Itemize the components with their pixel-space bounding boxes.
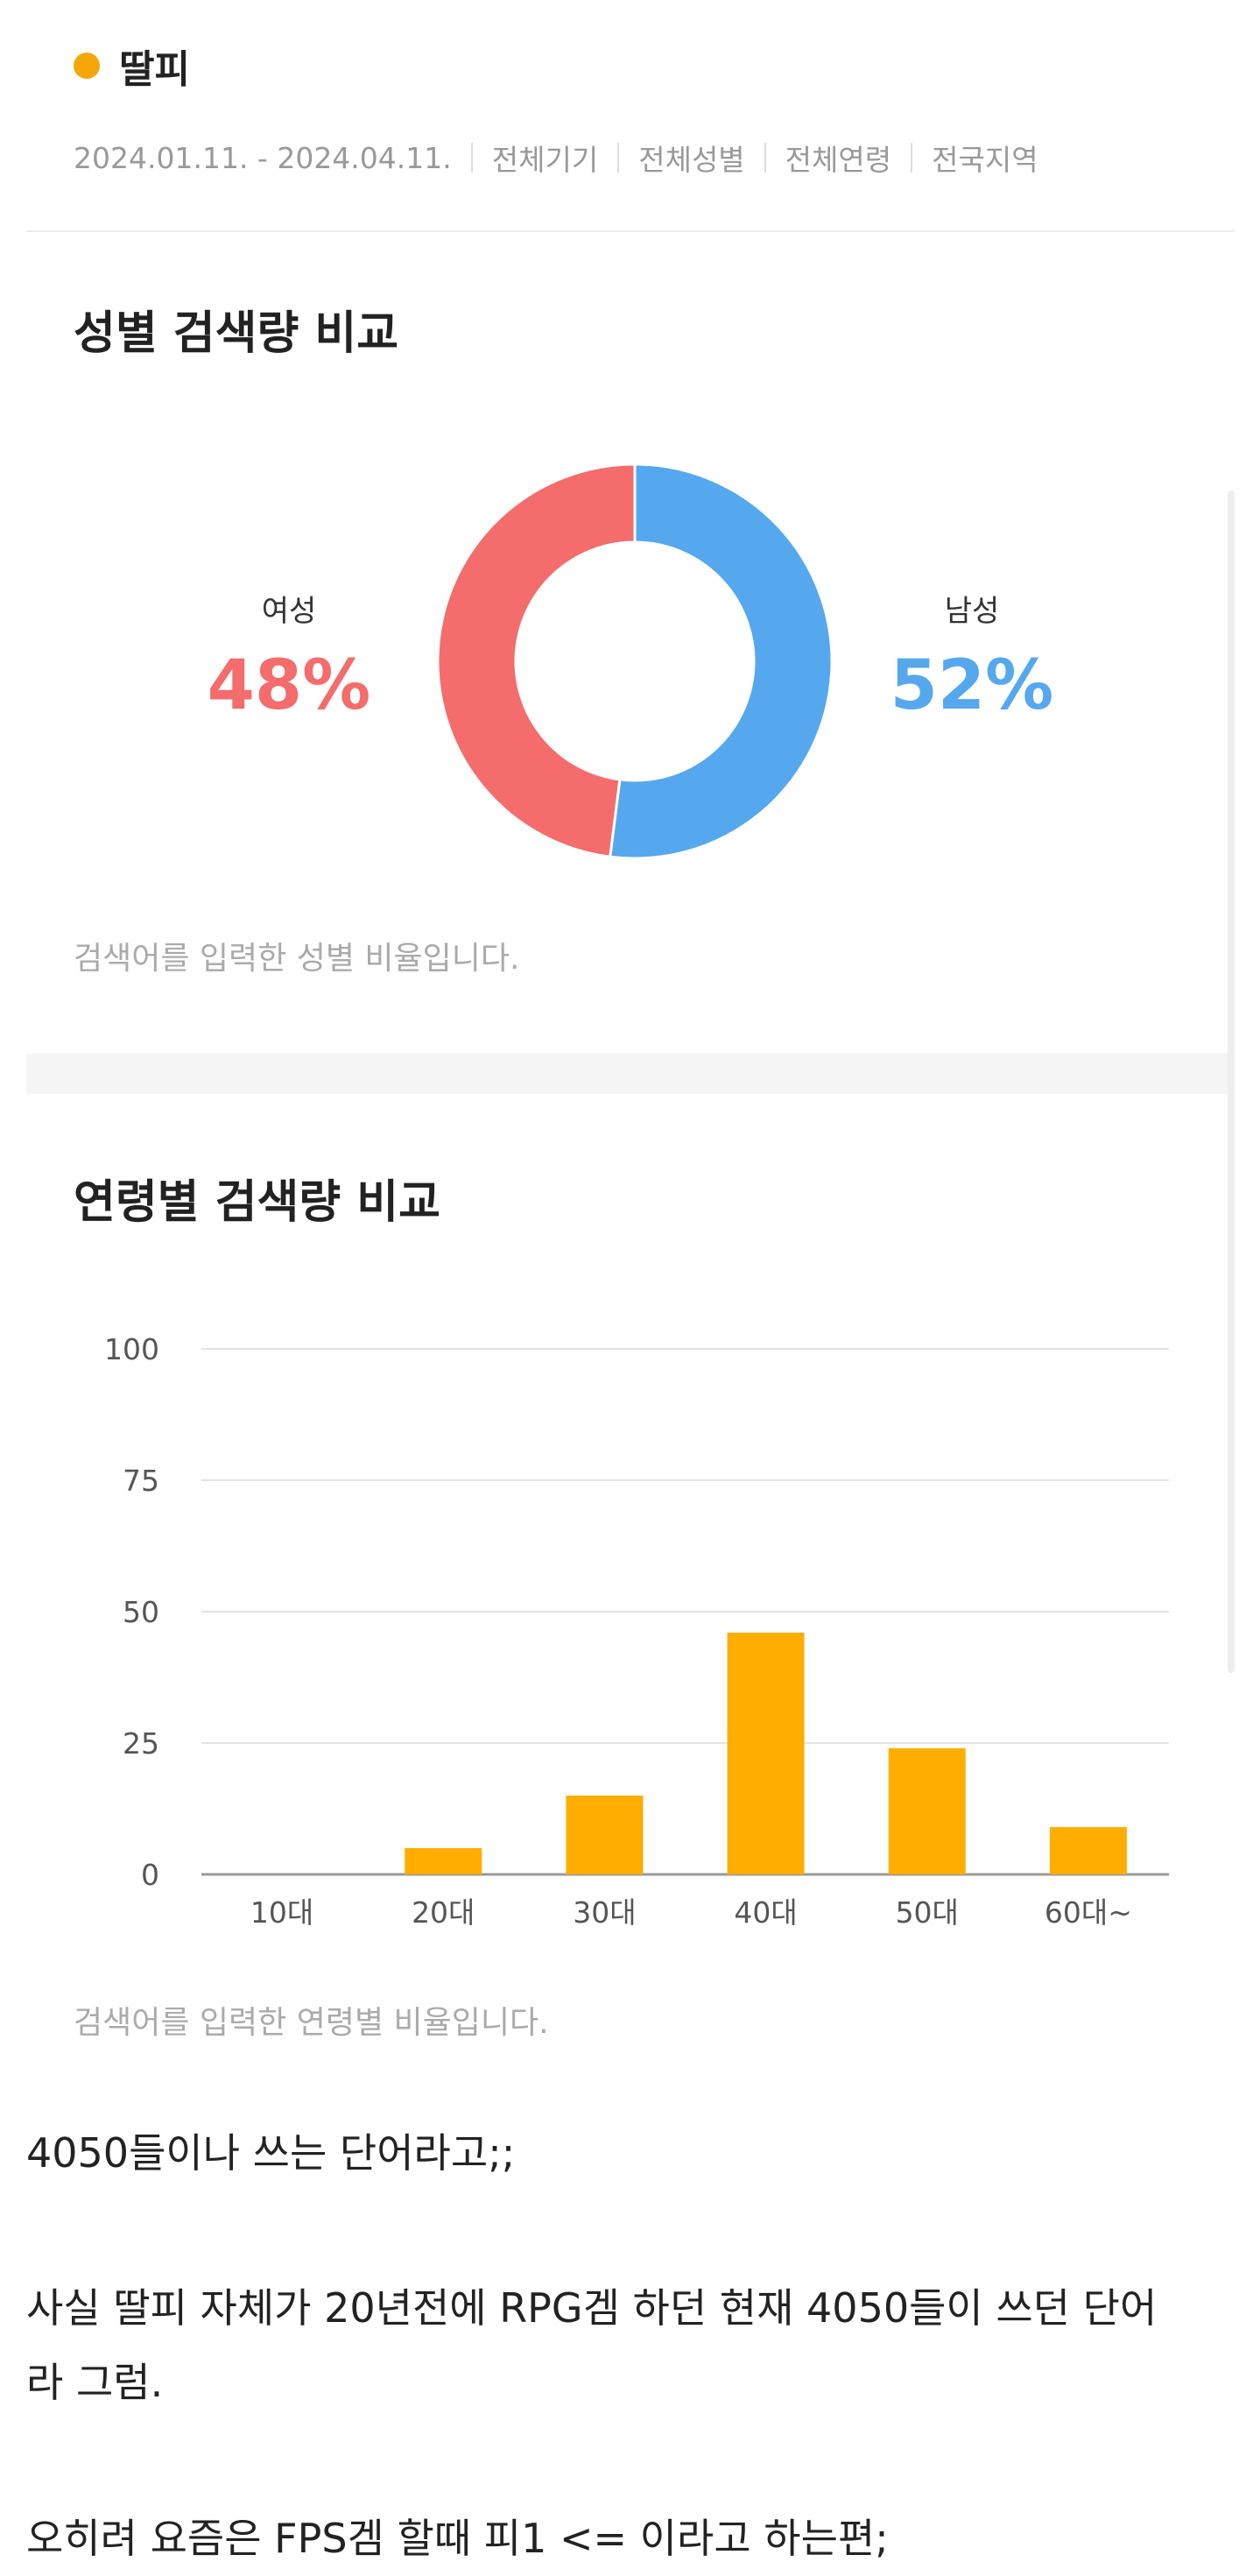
bar [727, 1633, 805, 1874]
filter-separator [911, 143, 913, 173]
age-bar-chart: 0 25 50 75 100 10대 20대 30대 40대 50대 60대~ [104, 1332, 1169, 1930]
x-tick-label: 40대 [734, 1895, 797, 1930]
age-caption: 검색어를 입력한 연령별 비율입니다. [74, 2005, 549, 2041]
female-label: 여성 [261, 594, 317, 629]
filter-bar: 2024.01.11. - 2024.04.11. 전체기기 전체성별 전체연령… [74, 131, 1038, 184]
bar [405, 1848, 482, 1874]
post-line: 사실 딸피 자체가 20년전에 RPG겜 하던 현재 4050들이 쓰던 단어 [26, 2284, 1158, 2332]
divider [26, 230, 1235, 232]
filter-separator [617, 143, 620, 173]
y-tick-label: 75 [123, 1464, 159, 1498]
male-label: 남성 [944, 594, 1000, 629]
keyword-row: 딸피 [74, 35, 190, 96]
filter-device[interactable]: 전체기기 [491, 143, 599, 177]
female-percent: 48% [207, 646, 371, 725]
x-tick-label: 20대 [412, 1895, 475, 1930]
bar [1049, 1827, 1127, 1874]
post-line: 4050들이나 쓰는 단어라고;; [26, 2129, 516, 2177]
filter-date-range[interactable]: 2024.01.11. - 2024.04.11. [74, 140, 452, 175]
x-tick-label: 30대 [573, 1895, 636, 1930]
x-tick-label: 10대 [250, 1895, 313, 1930]
section-separator [26, 1054, 1235, 1094]
age-section-title: 연령별 검색량 비교 [74, 1176, 440, 1229]
keyword-title: 딸피 [119, 47, 190, 92]
donut-slice-male [609, 462, 834, 860]
male-percent: 52% [890, 646, 1054, 725]
filter-gender[interactable]: 전체성별 [638, 143, 745, 177]
y-tick-label: 0 [141, 1858, 159, 1892]
x-tick-label: 50대 [896, 1895, 959, 1930]
y-tick-label: 100 [104, 1332, 159, 1366]
keyword-dot-icon [74, 53, 100, 79]
filter-age[interactable]: 전체연령 [785, 143, 892, 177]
gender-donut-chart [436, 462, 834, 860]
post-line: 오히려 요즘은 FPS겜 할때 피1 <= 이라고 하는편; [26, 2515, 889, 2562]
gender-caption: 검색어를 입력한 성별 비율입니다. [74, 941, 520, 977]
post-line: 라 그럼. [26, 2359, 164, 2406]
filter-region[interactable]: 전국지역 [932, 143, 1038, 177]
scrollbar[interactable] [1228, 490, 1235, 1673]
filter-separator [764, 143, 766, 173]
filter-separator [470, 143, 473, 173]
x-tick-label: 60대~ [1045, 1895, 1132, 1930]
bar [566, 1796, 644, 1874]
donut-slice-female [436, 462, 637, 858]
bar [888, 1748, 966, 1874]
gender-section-title: 성별 검색량 비교 [74, 307, 399, 360]
y-tick-label: 25 [123, 1726, 159, 1761]
y-tick-label: 50 [123, 1595, 159, 1629]
